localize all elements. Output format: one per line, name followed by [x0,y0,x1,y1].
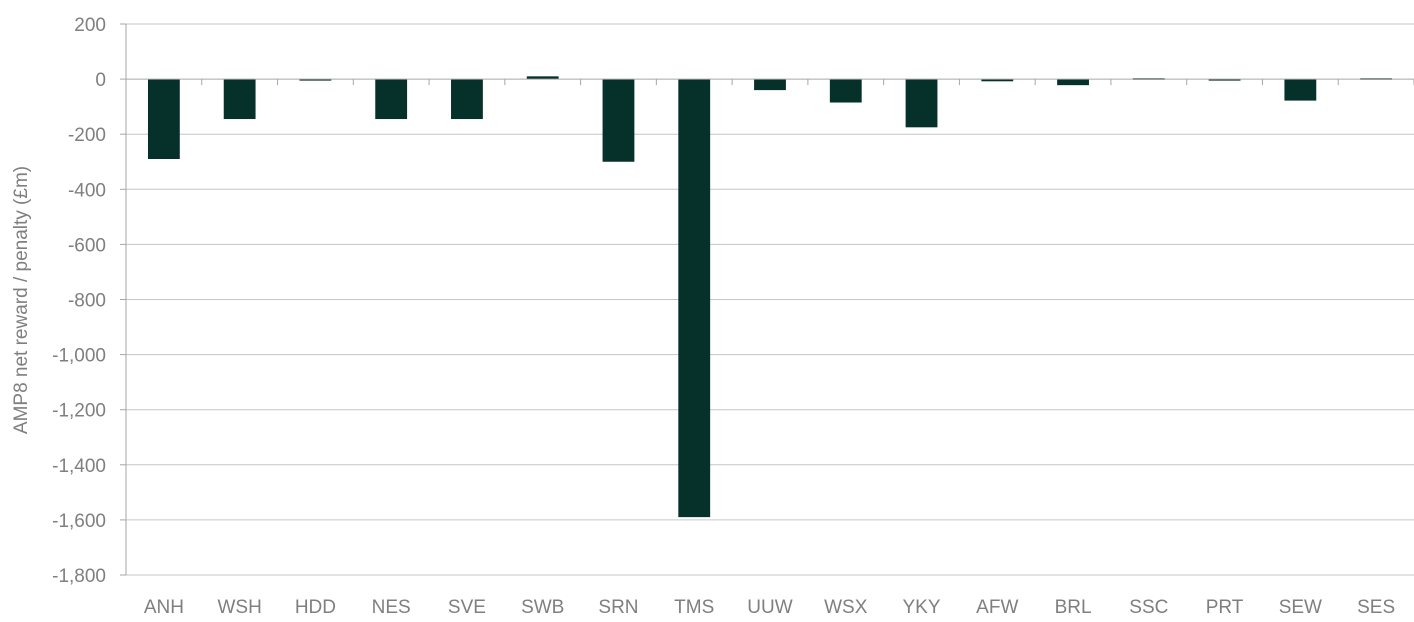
x-tick-label: BRL [1055,597,1092,617]
bar-yky [905,79,938,128]
x-tick-label: PRT [1206,597,1244,617]
x-tick-label: SSC [1129,597,1168,617]
bar-prt [1208,79,1241,81]
x-tick-label: SWB [521,597,564,617]
y-tick-label: -1,000 [52,346,106,367]
y-tick-label: -1,200 [52,401,106,422]
x-tick-label: AFW [976,597,1018,617]
y-tick-labels: 200 0 -200 -400 -600 -800 -1,000 -1,200 -1,400 -1… [52,15,106,587]
bar-hdd [299,79,332,81]
axes [120,23,1414,576]
y-tick-label: -600 [68,235,106,256]
bar-nes [375,79,408,120]
y-axis-title: AMP8 net reward / penalty (£m) [11,166,32,434]
y-tick-label: -1,400 [52,456,106,477]
x-tick-label: SRN [598,597,638,617]
bars [147,76,1393,518]
bar-wsh [223,79,256,120]
y-tick-label: -1,600 [52,511,106,532]
y-tick-label: -200 [68,125,106,146]
x-tick-label: TMS [674,597,714,617]
bar-sew [1284,79,1317,101]
x-tick-label: YKY [903,597,941,617]
bar-afw [981,79,1014,82]
x-tick-label: SES [1357,597,1395,617]
bar-sve [451,79,483,120]
bar-srn [602,79,635,162]
x-tick-label: SEW [1279,597,1322,617]
y-tick-label: -800 [68,291,106,312]
y-tick-label: -1,800 [52,566,106,587]
y-tick-label: -400 [68,180,106,201]
bar-anh [147,79,180,159]
x-tick-labels: ANH WSH HDD NES SVE SWB SRN TMS UUW WSX YKY AFW BRL S… [144,597,1395,618]
x-tick-label: ANH [144,597,184,617]
y-tick-label: 200 [74,15,106,36]
grid-lines [126,23,1414,576]
x-tick-label: WSH [217,597,261,617]
x-tick-label: SVE [448,597,486,617]
bar-swb [526,76,559,80]
x-tick-label: WSX [824,597,868,617]
bar-uuw [754,79,786,91]
bar-brl [1057,79,1089,86]
x-tick-label: UUW [747,597,792,617]
x-tick-label: HDD [295,597,336,617]
x-tick-label: NES [372,597,411,617]
bar-wsx [829,79,862,103]
bar-tms [678,79,711,518]
y-tick-label: 0 [95,70,106,91]
